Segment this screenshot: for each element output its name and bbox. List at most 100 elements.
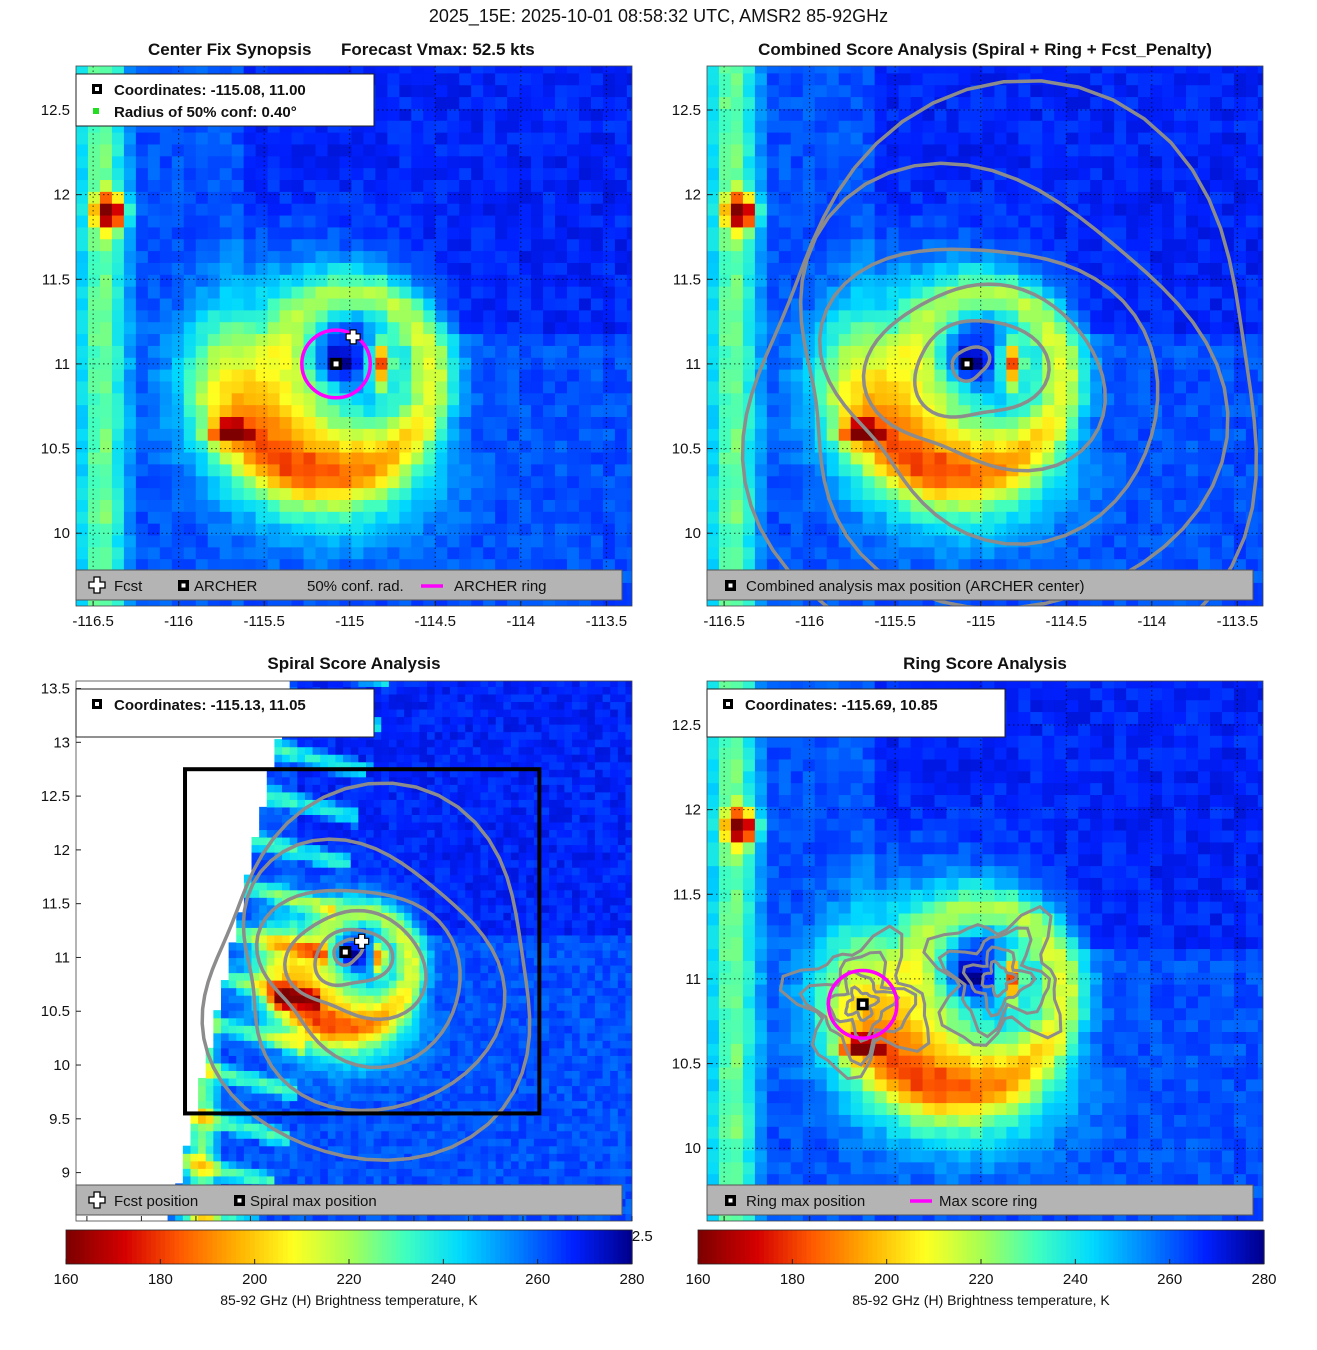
spiral-info-box: Coordinates: -115.13, 11.05 <box>75 688 375 738</box>
spiral-contour-line <box>332 937 365 967</box>
synopsis-legend-item: Fcst <box>114 578 143 595</box>
synopsis-xtick-label: -114.5 <box>415 613 456 630</box>
synopsis-ytick-label: 12 <box>53 187 70 204</box>
spiral-heatmap <box>167 681 632 1221</box>
spiral-ytick-label: 10 <box>53 1057 70 1074</box>
spiral-legend-item: Fcst position <box>114 1193 198 1210</box>
colorbar-tick-label: 200 <box>242 1271 267 1288</box>
colorbar-tick-label: 180 <box>148 1271 173 1288</box>
spiral-ytick-label: 11.5 <box>42 896 70 913</box>
colorbar-tick-label: 200 <box>874 1271 899 1288</box>
ring-ytick-label: 12.5 <box>672 717 701 734</box>
spiral-legend-item: Spiral max position <box>250 1193 377 1210</box>
colorbar-tick-label: 280 <box>619 1271 644 1288</box>
spiral-contour-line <box>283 908 428 1022</box>
ring-contour-line <box>844 985 881 1023</box>
spiral-analysis-box <box>183 767 542 1116</box>
colorbar-tick-label: 260 <box>525 1271 550 1288</box>
spiral-ytick-label: 9.5 <box>49 1111 70 1128</box>
figure-title: 2025_15E: 2025-10-01 08:58:32 UTC, AMSR2… <box>428 6 889 26</box>
synopsis-legend-item: 50% conf. rad. <box>307 578 404 595</box>
combined-xtick-label: -116 <box>795 613 824 630</box>
colorbar-tick-label: 280 <box>1251 1271 1276 1288</box>
spiral-axes-frame <box>75 680 633 1222</box>
spiral-ytick-label: 10.5 <box>41 1003 70 1020</box>
combined-ytick-label: 10 <box>684 525 701 542</box>
ring-ytick-label: 10.5 <box>672 1056 701 1073</box>
spiral-ytick-label: 11 <box>54 949 70 966</box>
spiral-contour-line <box>254 888 462 1070</box>
colorbar-tick-label: 160 <box>685 1271 710 1288</box>
combined-ytick-label: 10.5 <box>672 441 701 458</box>
spiral-plot-area <box>167 681 632 1221</box>
combined-contour-line <box>740 79 1259 606</box>
ring-info-box: Coordinates: -115.69, 10.85 <box>706 688 1006 738</box>
synopsis-xtick-label: -115.5 <box>243 613 284 630</box>
spiral-ytick-label: 12 <box>53 842 70 859</box>
spiral-legend: Fcst position Spiral max position <box>75 1184 623 1216</box>
combined-legend-item: Combined analysis max position (ARCHER c… <box>746 578 1084 595</box>
ring-contour-line <box>922 904 1063 1047</box>
ring-info-line: Coordinates: -115.69, 10.85 <box>745 697 938 714</box>
synopsis-xtick-label: -114 <box>506 613 535 630</box>
synopsis-xtick-label: -116.5 <box>72 613 113 630</box>
synopsis-ytick-label: 10.5 <box>41 441 70 458</box>
combined-ytick-label: 11.5 <box>673 271 701 288</box>
ring-legend-item: Max score ring <box>939 1193 1037 1210</box>
colorbar-tick-label: 180 <box>780 1271 805 1288</box>
colorbar-label: 85-92 GHz (H) Brightness temperature, K <box>220 1292 478 1308</box>
spiral-contour-line <box>200 781 532 1162</box>
synopsis-ytick-label: 10 <box>53 525 70 542</box>
ring-contour-line <box>961 945 1037 1018</box>
ring-legend-item: Ring max position <box>746 1193 865 1210</box>
ring-contour-line <box>778 924 931 1081</box>
combined-ytick-label: 11 <box>685 356 701 373</box>
ring-contour-line <box>798 950 918 1067</box>
colorbar-tick-label: 240 <box>431 1271 456 1288</box>
combined-axes-frame <box>706 65 1264 607</box>
combined-grid <box>707 66 1263 606</box>
combined-contour-line <box>817 247 1160 546</box>
synopsis-info-line: Radius of 50% conf: 0.40° <box>114 104 297 121</box>
colorbar-tick-label: 240 <box>1063 1271 1088 1288</box>
combined-xtick-label: -114 <box>1137 613 1166 630</box>
synopsis-xtick-label: -113.5 <box>586 613 627 630</box>
colorbar-tick-label: 160 <box>53 1271 78 1288</box>
combined-xtick-label: -113.5 <box>1217 613 1258 630</box>
spiral-ytick-label: 13 <box>53 734 70 751</box>
ring-ytick-label: 10 <box>684 1140 701 1157</box>
ring-ring <box>826 968 899 1040</box>
synopsis-plot-area <box>76 66 632 606</box>
panel-spiral: -117.5-117-116.5-116-115.5-115-114.5-114… <box>41 654 653 1245</box>
combined-ytick-label: 12 <box>684 187 701 204</box>
colorbar-right: 160 180 200 220 240 260 280 85-92 GHz (H) Brigh… <box>685 1229 1277 1308</box>
synopsis-legend-item: ARCHER ring <box>454 578 547 595</box>
combined-title: Combined Score Analysis (Spiral + Ring +… <box>758 40 1212 59</box>
ring-ytick-label: 11 <box>685 971 701 988</box>
ring-contours <box>778 904 1063 1081</box>
combined-xtick-label: -115 <box>966 613 995 630</box>
synopsis-axes-frame <box>75 65 633 607</box>
combined-xtick-label: -115.5 <box>874 613 915 630</box>
combined-contour-line <box>913 318 1051 419</box>
synopsis-info-box: Coordinates: -115.08, 11.00 Radius of 50%… <box>75 73 375 127</box>
spiral-contour-line <box>313 927 395 988</box>
ring-ytick-label: 12 <box>684 802 701 819</box>
spiral-ytick-label: 12.5 <box>41 788 70 805</box>
colorbar-tick-label: 220 <box>336 1271 361 1288</box>
ring-axes-frame <box>706 680 1264 1222</box>
combined-ytick-label: 12.5 <box>672 102 701 119</box>
synopsis-ytick-label: 11 <box>54 356 70 373</box>
combined-xtick-label: -114.5 <box>1046 613 1087 630</box>
ring-title: Ring Score Analysis <box>903 654 1067 673</box>
spiral-contours <box>200 781 532 1162</box>
synopsis-legend: Fcst ARCHER 50% conf. rad. ARCHER ring <box>75 569 623 601</box>
synopsis-info-line: Coordinates: -115.08, 11.00 <box>114 82 306 99</box>
synopsis-title: Center Fix Synopsis <box>148 40 311 59</box>
combined-contour-line <box>950 345 992 383</box>
ring-legend: Ring max position Max score ring <box>706 1184 1254 1216</box>
synopsis-title-vmax: Forecast Vmax: 52.5 kts <box>341 40 535 59</box>
synopsis-info-dot <box>93 108 99 114</box>
colorbar-tick-label: 260 <box>1157 1271 1182 1288</box>
